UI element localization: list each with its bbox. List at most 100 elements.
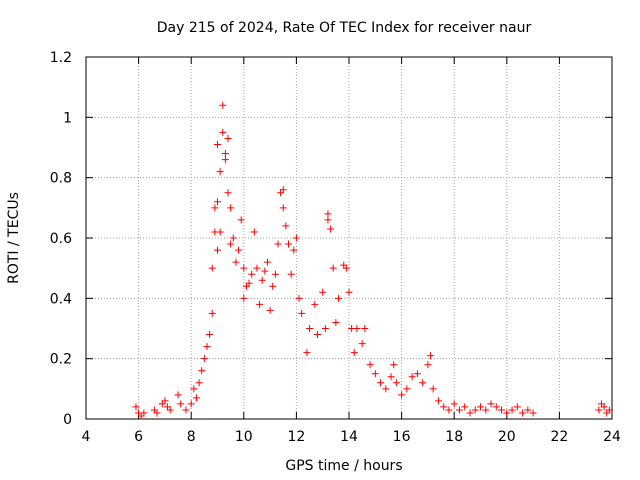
data-point (208, 264, 216, 272)
data-point (198, 367, 206, 375)
data-point (492, 403, 500, 411)
data-point (240, 264, 248, 272)
data-point (285, 240, 293, 248)
data-point (214, 140, 221, 148)
data-point (216, 168, 224, 176)
data-point (271, 270, 279, 278)
data-point (313, 331, 321, 339)
data-point (398, 391, 406, 399)
data-point (332, 318, 340, 326)
data-point (358, 340, 366, 348)
y-tick-label: 1.2 (50, 50, 72, 66)
data-point (190, 385, 198, 393)
data-point (324, 216, 332, 224)
data-point (306, 325, 314, 332)
data-point (390, 361, 398, 369)
data-point (605, 406, 613, 414)
data-point (361, 325, 369, 332)
y-tick-label: 0 (63, 412, 72, 428)
y-tick-label: 0.8 (50, 171, 72, 187)
data-point (350, 349, 358, 357)
x-tick-label: 24 (603, 429, 621, 445)
x-tick-label: 6 (134, 429, 143, 445)
x-tick-label: 18 (445, 429, 463, 445)
data-point (274, 240, 282, 248)
data-point (269, 282, 277, 290)
data-point (429, 385, 437, 393)
data-point (329, 264, 337, 272)
data-point (192, 394, 200, 402)
data-point (240, 294, 248, 302)
x-tick-label: 14 (340, 429, 358, 445)
data-point (324, 210, 332, 218)
data-point (206, 331, 214, 339)
data-point (282, 222, 290, 230)
data-point (382, 385, 390, 393)
data-points (132, 101, 613, 420)
grid-lines (86, 57, 612, 419)
data-point (345, 288, 353, 296)
x-axis-label: GPS time / hours (285, 458, 402, 474)
data-point (245, 279, 253, 287)
data-point (508, 406, 516, 414)
data-point (214, 246, 221, 254)
data-point (334, 294, 342, 302)
data-point (303, 349, 311, 357)
data-point (482, 406, 490, 414)
data-point (258, 276, 266, 284)
data-point (477, 403, 484, 411)
data-point (221, 150, 229, 158)
data-point (200, 355, 208, 363)
data-point (434, 397, 442, 405)
y-tick-label: 1 (63, 110, 72, 126)
data-point (256, 300, 264, 308)
data-point (366, 361, 374, 369)
data-point (221, 156, 229, 164)
data-point (455, 406, 463, 414)
data-point (487, 400, 495, 408)
x-tick-label: 10 (235, 429, 253, 445)
data-point (387, 373, 395, 381)
data-point (519, 409, 527, 417)
chart-title: Day 215 of 2024, Rate Of TEC Index for r… (157, 20, 532, 36)
data-point (311, 300, 319, 308)
data-point (503, 409, 511, 417)
data-point (524, 406, 532, 414)
data-point (208, 309, 216, 317)
data-point (353, 325, 361, 332)
data-point (216, 228, 224, 236)
data-point (140, 409, 148, 417)
data-point (290, 246, 298, 254)
data-point (166, 406, 174, 414)
data-point (498, 406, 506, 414)
data-point (235, 246, 243, 254)
data-point (261, 267, 269, 275)
data-point (263, 258, 271, 266)
data-point (214, 198, 221, 206)
x-tick-label: 4 (82, 429, 91, 445)
data-point (461, 403, 469, 411)
data-point (232, 258, 240, 266)
data-point (292, 234, 300, 242)
data-point (237, 216, 245, 224)
data-point (440, 403, 448, 411)
data-point (427, 352, 435, 360)
data-point (227, 240, 235, 248)
data-point (392, 379, 400, 387)
data-point (187, 400, 195, 408)
data-point (224, 134, 232, 142)
x-tick-label: 20 (498, 429, 516, 445)
data-point (227, 204, 235, 212)
data-point (266, 306, 274, 314)
data-point (450, 400, 458, 408)
data-point (253, 264, 261, 272)
x-tick-label: 16 (393, 429, 411, 445)
data-point (219, 128, 227, 136)
y-tick-label: 0.4 (50, 291, 72, 307)
data-point (132, 403, 140, 411)
data-point (177, 400, 185, 408)
y-tick-label: 0.2 (50, 352, 72, 368)
data-point (466, 409, 474, 417)
data-point (342, 264, 350, 272)
